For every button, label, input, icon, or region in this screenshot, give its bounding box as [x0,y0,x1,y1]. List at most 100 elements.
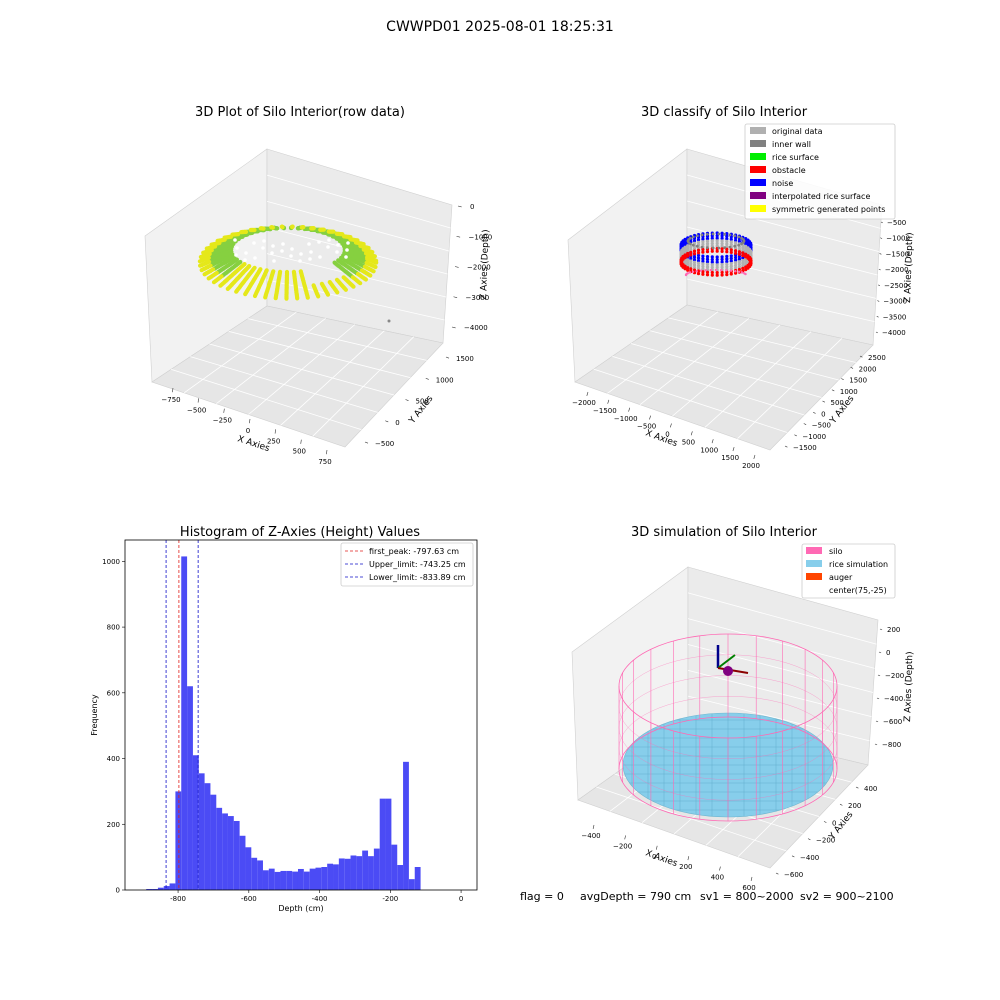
tick-label: 400 [107,755,120,763]
classified-point [692,258,697,262]
tick-mark [670,423,672,428]
histogram-bar [216,807,223,890]
classified-point [689,256,693,261]
classified-point [729,272,733,276]
raw-gap [289,254,293,258]
raw-gap [345,248,349,252]
classified-point [720,265,724,269]
gridline [687,592,877,645]
histogram-bar [257,860,263,890]
tick-mark [803,423,807,425]
legend-label: auger [829,573,853,582]
tick-label: 1500 [849,377,867,385]
silo-ring [618,654,838,759]
histogram-bar [169,883,176,890]
classified-point [686,263,690,267]
interpolated-point [704,269,707,272]
tick-label: -600 [241,895,257,903]
raw-gap [308,257,312,261]
classified-point [710,241,714,246]
histogram-bar [373,848,380,890]
classified-point [686,258,690,262]
status-footer: flag = 0 avgDepth = 790 cm sv1 = 800~200… [520,890,894,903]
classified-point [710,270,714,275]
legend-label: rice surface [772,153,819,162]
raw-point [198,263,203,268]
auger-axis-x [717,667,749,674]
tick-mark [300,439,302,444]
classified-point [705,260,710,264]
raw-point [351,284,356,289]
histogram-plot-frame [124,539,478,891]
classified-point [689,245,693,249]
histogram-bar [192,755,199,890]
classified-point [710,249,714,253]
tick-label: 500 [416,398,429,406]
classified-point [710,265,714,269]
tick-label: 400 [864,785,877,793]
histogram-bar [210,794,217,890]
raw-point [372,254,377,259]
inner-wall-point [700,245,704,249]
tick-label: −2000 [467,264,491,272]
interpolated-point [744,272,747,276]
classified-point [741,258,745,263]
legend-swatch [750,205,766,212]
raw-gap [281,242,285,246]
tick-label: 2000 [859,365,877,373]
classify-y-ticks: −1500 −1000 −500 0 500 1000 1500 2000 2500 [784,354,886,452]
classified-point [734,238,738,242]
classified-point [720,255,724,259]
panel-raw-3d: 3D Plot of Silo Interior(row data) −750−… [144,105,492,466]
classified-point [689,259,693,263]
raw-gap [307,242,311,246]
tick-label: −2000 [885,266,909,274]
classified-point [734,251,738,255]
footer-sv2: sv2 = 900~2100 [800,890,894,903]
classify-legend-frame [744,123,896,220]
tick-label: 1000 [436,376,454,384]
tick-label: 0 [246,427,250,435]
tick-mark [687,856,690,861]
raw-gap [326,245,330,249]
classified-point [741,246,745,250]
histogram-bar [391,844,398,890]
tick-label: −1500 [793,444,817,452]
classified-point [701,242,705,246]
raw-gap [270,251,274,255]
tick-mark [812,411,816,414]
tick-mark [859,355,863,358]
panel-simulation-3d: 3D simulation of Silo Interior −400 −200 0… [571,525,915,892]
classified-point [683,256,687,260]
classified-point [741,253,745,258]
inner-wall-point [728,245,732,249]
classified-point [686,244,690,248]
footer-flag: flag = 0 [520,890,564,903]
raw-point [239,230,244,235]
raw-point [211,280,217,285]
inner-wall-point [717,232,721,236]
tick-label: 250 [267,437,280,445]
classify-point-cloud [679,231,753,277]
tick-mark [876,316,879,318]
tick-mark [249,418,251,424]
raw-gap [262,239,266,243]
tick-label: 600 [107,689,120,697]
tick-mark [719,866,721,871]
classified-point [720,249,724,253]
classified-point [689,262,693,266]
raw-gap [298,259,302,263]
classified-point [689,250,693,254]
legend-swatch [750,192,766,199]
tick-mark [875,331,878,334]
tick-label: −400 [800,854,819,862]
classified-point [696,264,701,268]
classified-point [683,245,687,249]
classified-point [725,239,729,243]
raw-point [209,242,214,247]
classified-point [720,263,724,267]
legend-label: Upper_limit: -743.25 cm [369,560,466,569]
classified-point [692,263,697,267]
legend-swatch [806,547,822,554]
